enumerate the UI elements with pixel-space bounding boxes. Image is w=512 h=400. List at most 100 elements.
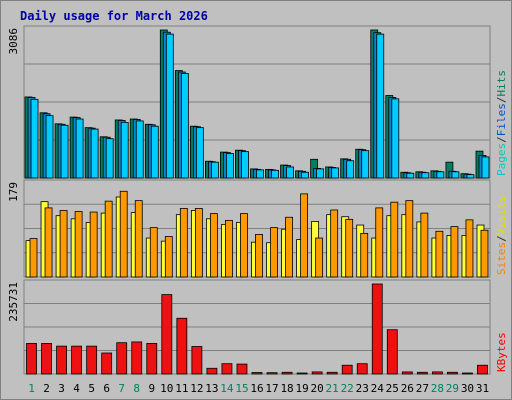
bar-sites-15 [240,213,248,278]
x-tick-label-16: 16 [250,382,263,395]
bar-pages-31 [481,156,490,179]
bar-kbytes-2 [41,343,52,375]
panel-middle-bars [25,190,489,278]
x-tick-label-21: 21 [326,382,339,395]
bar-kbytes-5 [86,345,98,375]
bar-kbytes-29 [447,371,458,375]
bar-pages-23 [361,150,370,179]
x-tick-label-10: 10 [160,382,173,395]
y-max-label: 3086 [7,28,20,55]
bar-pages-1 [30,98,39,179]
bar-pages-12 [195,127,204,179]
bar-pages-4 [75,118,84,179]
bar-pages-5 [90,128,99,179]
bar-kbytes-27 [416,371,428,375]
bar-sites-16 [255,233,263,278]
bar-sites-7 [119,190,128,278]
bar-sites-23 [360,232,369,278]
bar-kbytes-30 [462,372,473,375]
x-tick-label-13: 13 [205,382,218,395]
legend-item: Sites [495,242,508,275]
x-tick-label-9: 9 [148,382,155,395]
bar-kbytes-9 [146,343,158,375]
bar-sites-29 [450,226,459,278]
panel-bottom-bars [26,283,488,375]
bar-kbytes-11 [176,317,188,375]
legend-item: / [495,235,508,242]
bar-kbytes-26 [401,371,413,375]
x-tick-label-2: 2 [43,382,50,395]
bar-kbytes-31 [477,364,488,375]
bar-kbytes-15 [236,363,248,375]
x-tick-label-11: 11 [175,382,188,395]
bar-sites-14 [225,219,233,278]
bar-kbytes-28 [431,371,443,375]
bar-sites-30 [465,219,474,278]
bar-sites-17 [270,227,278,278]
x-tick-label-17: 17 [265,382,278,395]
bar-sites-19 [300,193,308,278]
x-tick-label-3: 3 [58,382,65,395]
bar-pages-20 [316,168,325,179]
legend-item: Files [495,103,508,136]
panel-middle-legend: Sites/Visits [495,196,508,276]
bar-sites-22 [345,218,354,278]
x-tick-label-26: 26 [401,382,414,395]
bar-pages-8 [135,120,144,179]
bar-kbytes-10 [161,294,173,375]
x-tick-label-20: 20 [311,382,324,395]
bar-kbytes-23 [356,363,368,375]
bar-kbytes-12 [191,346,203,375]
chart-panels: 3086Pages/Files/Hits179Sites/Visits23573… [7,25,508,375]
x-tick-label-30: 30 [461,382,474,395]
bar-kbytes-1 [26,343,37,375]
bar-kbytes-3 [56,345,67,375]
x-tick-label-5: 5 [88,382,95,395]
bar-sites-24 [375,207,384,278]
bar-kbytes-6 [101,352,113,375]
x-tick-label-19: 19 [295,382,308,395]
panel-top-legend: Pages/Files/Hits [495,70,508,176]
x-tick-label-23: 23 [356,382,369,395]
bar-kbytes-20 [311,371,323,375]
bar-kbytes-21 [326,371,338,375]
bar-pages-18 [286,166,294,179]
bar-pages-22 [346,160,355,179]
bar-sites-18 [285,216,293,278]
x-tick-label-15: 15 [235,382,248,395]
bar-sites-27 [420,212,429,278]
panel-bottom-legend: KBytes [495,332,508,372]
bar-kbytes-18 [281,371,293,375]
bar-sites-6 [104,200,113,278]
legend-item: Hits [495,70,508,97]
x-tick-label-29: 29 [446,382,459,395]
bar-sites-28 [435,230,444,278]
bar-sites-13 [210,213,218,278]
bar-pages-6 [105,138,114,179]
bar-sites-10 [164,236,173,278]
x-tick-label-4: 4 [73,382,80,395]
bar-sites-25 [390,201,399,278]
bar-pages-14 [226,153,234,179]
bar-sites-21 [330,209,339,278]
bar-kbytes-25 [386,329,398,375]
bar-pages-11 [180,73,189,179]
bar-kbytes-7 [116,342,128,375]
bar-pages-21 [331,167,340,179]
y-max-label: 235731 [7,282,20,322]
bar-pages-2 [45,115,54,179]
bar-pages-3 [60,124,69,179]
bar-pages-25 [391,98,400,179]
bar-sites-26 [405,200,414,278]
x-tick-label-22: 22 [341,382,354,395]
x-tick-label-12: 12 [190,382,203,395]
x-tick-label-8: 8 [133,382,140,395]
bar-pages-9 [150,125,159,179]
bar-pages-29 [451,171,460,179]
bar-pages-17 [271,169,279,179]
legend-item: Visits [495,196,508,236]
bar-kbytes-17 [266,372,278,375]
bar-sites-20 [315,237,324,278]
bar-pages-16 [256,169,264,179]
bar-sites-11 [179,208,188,278]
